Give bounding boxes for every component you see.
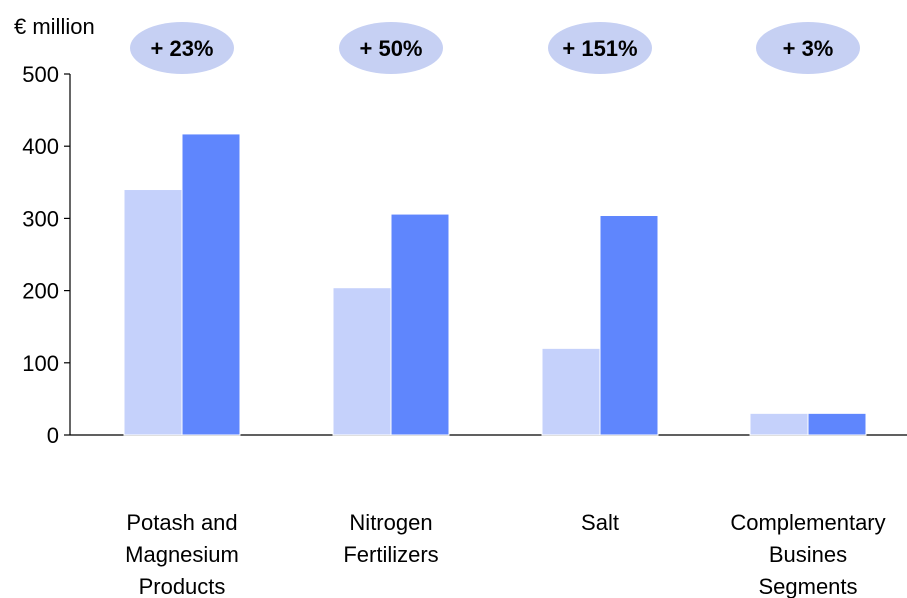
growth-badges: + 23% + 50% + 151% + 3% xyxy=(130,22,860,74)
growth-badge xyxy=(756,22,860,74)
y-tick-label: 300 xyxy=(22,206,59,231)
y-tick-label: 200 xyxy=(22,279,59,304)
category-label: Segments xyxy=(758,574,857,598)
bar xyxy=(332,287,392,436)
growth-badge xyxy=(339,22,443,74)
category-label: Potash and xyxy=(126,510,237,535)
y-tick-label: 400 xyxy=(22,134,59,159)
category-label: Complementary xyxy=(730,510,885,535)
bar xyxy=(599,215,659,436)
y-tick-label: 100 xyxy=(22,351,59,376)
growth-label: + 50% xyxy=(360,36,423,61)
growth-label: + 3% xyxy=(783,36,834,61)
growth-badge xyxy=(548,22,652,74)
bar xyxy=(541,347,601,436)
category-label: Salt xyxy=(581,510,619,535)
bar xyxy=(390,213,450,436)
category-label: Nitrogen xyxy=(349,510,432,535)
y-tick-label: 0 xyxy=(47,423,59,448)
growth-badge xyxy=(130,22,234,74)
growth-label: + 151% xyxy=(562,36,637,61)
bar xyxy=(181,133,241,436)
bar xyxy=(749,412,809,436)
bar xyxy=(807,412,867,436)
category-label: Magnesium xyxy=(125,542,239,567)
category-label: Fertilizers xyxy=(343,542,438,567)
category-label: Busines xyxy=(769,542,847,567)
category-labels: Potash and Magnesium Products Nitrogen Ferti… xyxy=(125,510,886,598)
bar xyxy=(123,189,183,436)
unit-label: € million xyxy=(14,14,95,39)
category-label: Products xyxy=(139,574,226,598)
y-tick-label: 500 xyxy=(22,62,59,87)
bars xyxy=(123,133,867,436)
growth-label: + 23% xyxy=(151,36,214,61)
